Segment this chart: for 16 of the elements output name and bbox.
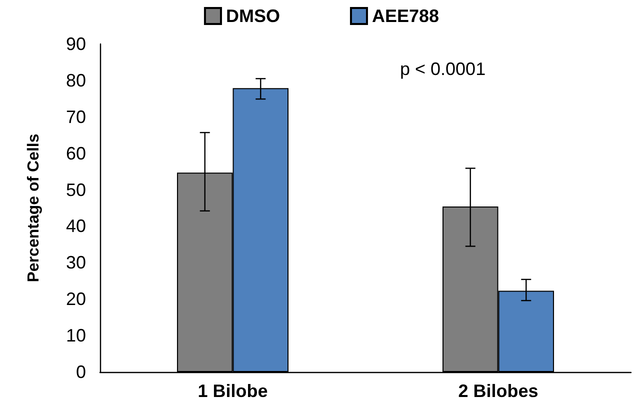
legend-label: DMSO <box>226 6 280 26</box>
y-tick-label: 90 <box>66 34 86 54</box>
y-tick-label: 80 <box>66 70 86 90</box>
y-tick-label: 40 <box>66 216 86 236</box>
y-tick-label: 20 <box>66 289 86 310</box>
y-tick-label: 60 <box>66 143 86 164</box>
x-tick-label: 2 Bilobes <box>458 381 538 401</box>
annotation: p < 0.0001 <box>400 59 486 79</box>
y-tick-label: 50 <box>66 180 86 200</box>
y-tick-label: 10 <box>66 326 86 346</box>
y-tick-label: 0 <box>76 362 86 382</box>
x-tick-label: 1 Bilobe <box>198 381 268 401</box>
legend-label: AEE788 <box>372 6 440 26</box>
y-tick-label: 30 <box>66 252 86 273</box>
y-tick-label: 70 <box>66 106 86 127</box>
y-axis-title: Percentage of Cells <box>26 134 42 282</box>
